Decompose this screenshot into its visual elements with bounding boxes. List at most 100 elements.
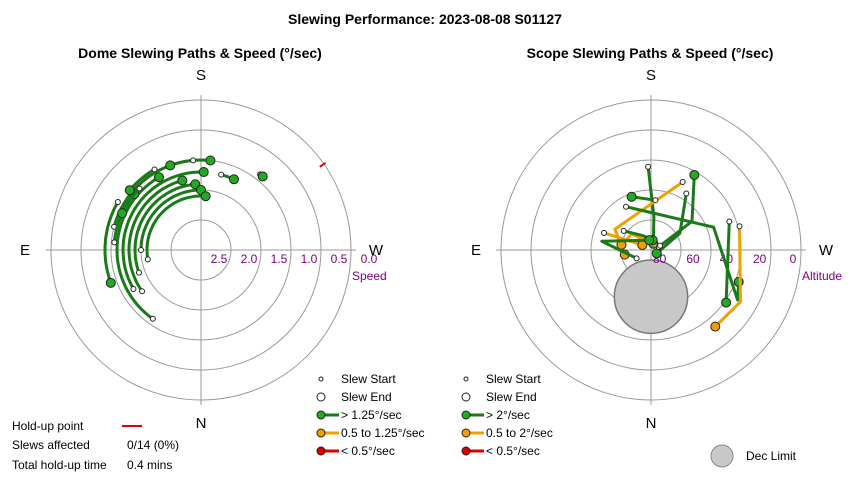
dome-polar-grid <box>46 95 356 405</box>
scope-slew-path-10 <box>603 231 643 247</box>
scope-slew-start-6 <box>736 223 743 230</box>
dome-slew-start-0 <box>149 315 156 322</box>
scope-legend-label-1: Slew End <box>486 390 537 404</box>
scope-chart: Scope Slewing Paths & Speed (°/sec) S N … <box>471 45 842 432</box>
dome-slew-end-4 <box>198 167 209 178</box>
scope-dec-limit <box>613 259 689 335</box>
scope-slew-path-1 <box>655 193 688 255</box>
dome-radial-ticks: 2.5 2.0 1.5 1.0 0.5 0.0 <box>211 252 378 266</box>
dome-legend-label-2: > 1.25°/sec <box>341 408 402 422</box>
scope-slew-start-1 <box>683 190 690 197</box>
holdup-point-label: Hold-up point <box>12 419 84 433</box>
dome-legend-label-3: 0.5 to 1.25°/sec <box>341 426 425 440</box>
dome-slew-path-4 <box>121 170 204 290</box>
scope-slew-start-10 <box>601 229 608 236</box>
holdup-summary: Hold-up point Slews affected 0/14 (0%) T… <box>12 419 179 472</box>
dome-slew-start-11 <box>190 157 197 164</box>
scope-slew-start-8 <box>657 242 664 249</box>
dome-chart: Dome Slewing Paths & Speed (°/sec) S N E… <box>20 45 387 432</box>
dome-radial-tick-1: 2.0 <box>241 252 258 266</box>
dome-chart-title: Dome Slewing Paths & Speed (°/sec) <box>78 45 322 61</box>
dec-limit-disk <box>613 259 689 335</box>
scope-polar-grid <box>496 95 806 405</box>
dome-slew-end-5 <box>200 191 211 202</box>
scope-radial-tick-3: 20 <box>753 252 767 266</box>
scope-dir-bottom: N <box>646 415 657 432</box>
dec-limit-label: Dec Limit <box>746 449 797 463</box>
dome-holdup-marks <box>319 161 327 168</box>
dome-slew-start-12 <box>218 171 225 178</box>
dome-slew-end-13 <box>257 171 268 182</box>
scope-slew-start-9 <box>620 227 627 234</box>
scope-dir-top: S <box>646 67 656 84</box>
dome-holdup-mark-0 <box>319 161 327 168</box>
scope-slew-end-8 <box>689 169 700 180</box>
dome-slew-start-1 <box>139 288 146 295</box>
scope-legend-swatch-1 <box>461 392 471 402</box>
scope-slew-end-3 <box>626 191 637 202</box>
dome-slew-end-11 <box>165 160 176 171</box>
dome-slew-end-9 <box>117 208 128 219</box>
scope-slew-start-11 <box>633 255 640 262</box>
scope-slew-end-6 <box>710 321 721 332</box>
dome-legend-swatch-2 <box>316 410 326 420</box>
dome-legend-swatch-0 <box>318 376 324 382</box>
dome-legend-swatch-1 <box>316 392 326 402</box>
dome-radial-tick-2: 1.5 <box>271 252 288 266</box>
dome-legend: Slew Start Slew End > 1.25°/sec 0.5 to 1.25… <box>316 372 425 458</box>
holdup-time-value: 0.4 mins <box>127 458 172 472</box>
dec-limit-swatch <box>710 444 734 468</box>
scope-slew-start-5 <box>726 218 733 225</box>
dome-legend-label-1: Slew End <box>341 390 392 404</box>
dome-slew-end-1 <box>177 175 188 186</box>
dome-slew-end-6 <box>205 155 216 166</box>
dome-slew-path-9 <box>120 187 141 214</box>
scope-radial-tick-4: 0 <box>790 252 797 266</box>
dome-radial-tick-0: 2.5 <box>211 252 228 266</box>
scope-slew-start-2 <box>679 179 686 186</box>
scope-slew-path-11 <box>600 238 650 260</box>
scope-slew-end-1 <box>651 248 662 259</box>
scope-legend-label-4: < 0.5°/sec <box>486 444 540 458</box>
figure-title: Slewing Performance: 2023-08-08 S01127 <box>288 11 562 27</box>
scope-slew-start-3 <box>652 197 659 204</box>
dome-slew-path-1 <box>127 179 183 293</box>
scope-slew-path-6 <box>714 226 742 328</box>
dome-slew-path-5 <box>145 194 206 260</box>
dome-slew-start-3 <box>138 247 144 253</box>
dome-legend-swatch-3 <box>316 428 326 438</box>
dome-slew-path-7 <box>103 201 120 284</box>
dome-slew-start-5 <box>144 256 151 263</box>
scope-legend-swatch-3 <box>461 428 471 438</box>
dome-slew-path-2 <box>133 182 196 274</box>
dome-slew-start-7 <box>114 199 121 205</box>
dome-radial-tick-4: 0.5 <box>331 252 348 266</box>
dome-legend-label-0: Slew Start <box>341 372 396 386</box>
scope-slew-end-5 <box>721 297 732 308</box>
dome-radial-tick-5: 0.0 <box>361 252 378 266</box>
scope-legend: Slew Start Slew End > 2°/sec 0.5 to 2°/sec <… <box>461 372 553 458</box>
dome-dir-bottom: N <box>196 415 207 432</box>
dome-slew-path-3 <box>139 188 202 251</box>
scope-slew-path-5 <box>724 221 731 303</box>
dome-slew-end-7 <box>105 277 116 288</box>
scope-radial-tick-1: 60 <box>686 252 700 266</box>
scope-slew-start-4 <box>623 203 629 210</box>
dome-radial-tick-3: 1.0 <box>301 252 318 266</box>
dome-slew-start-4 <box>130 286 137 292</box>
scope-legend-swatch-2 <box>461 410 471 420</box>
scope-dir-right: W <box>819 242 834 259</box>
scope-legend-swatch-4 <box>461 446 471 456</box>
dome-slew-start-8 <box>111 239 118 246</box>
dome-slew-end-0 <box>154 172 164 183</box>
dome-legend-swatch-4 <box>316 446 326 456</box>
dome-slew-end-10 <box>124 185 135 196</box>
dome-slew-start-2 <box>135 269 142 276</box>
slews-affected-value: 0/14 (0%) <box>127 438 179 452</box>
dome-slew-paths <box>103 155 268 322</box>
scope-legend-label-2: > 2°/sec <box>486 408 530 422</box>
scope-chart-title: Scope Slewing Paths & Speed (°/sec) <box>527 45 774 61</box>
scope-slew-start-0 <box>645 163 652 170</box>
